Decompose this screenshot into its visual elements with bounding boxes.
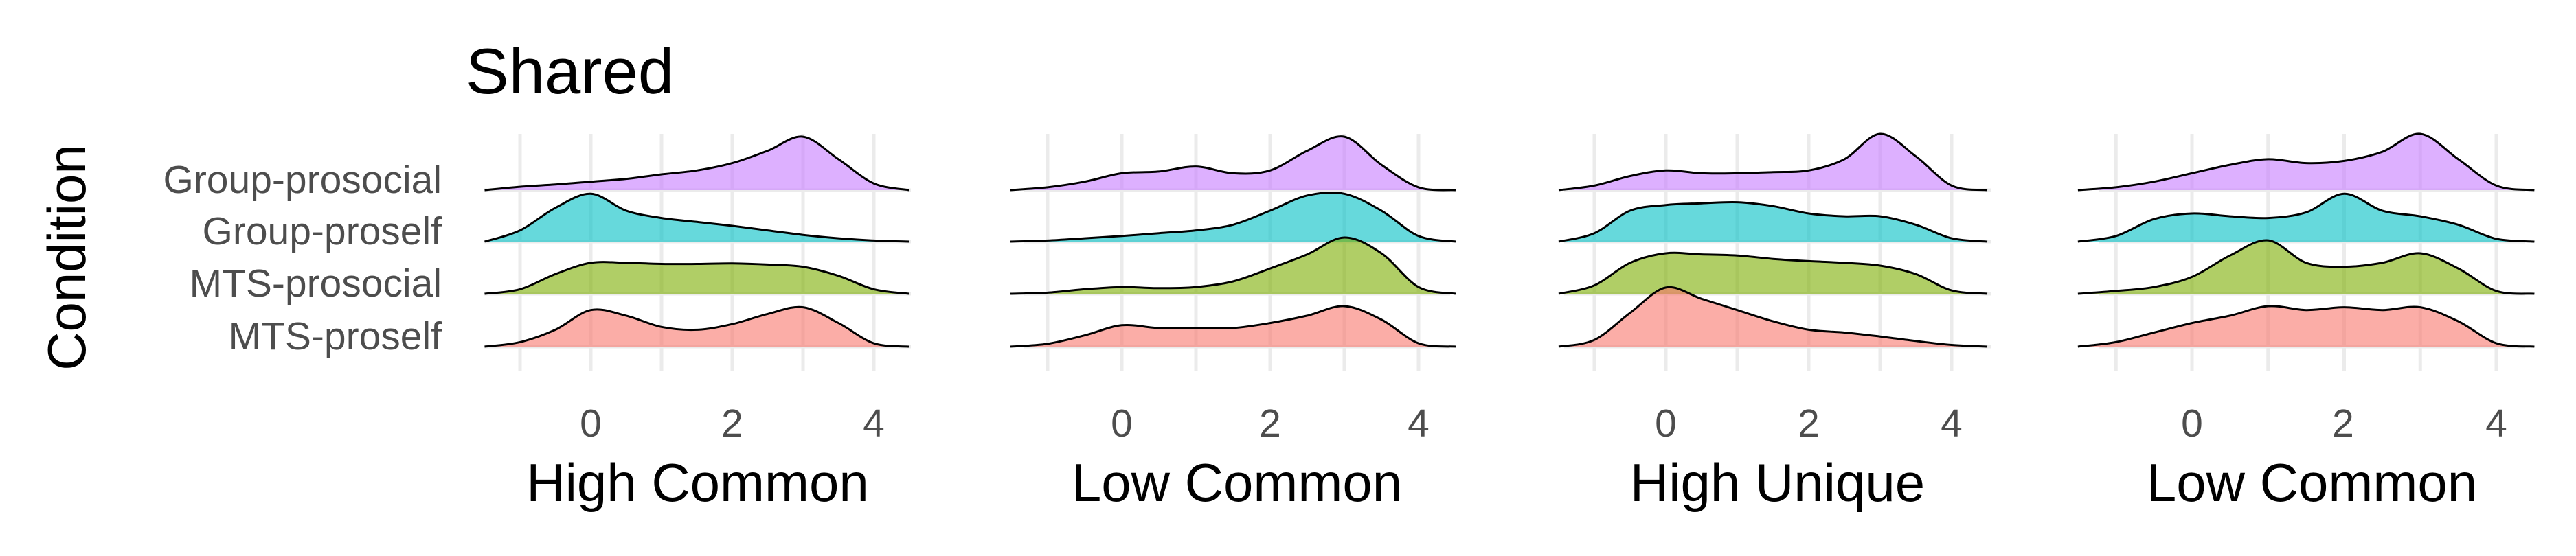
panel-x-label: Low Common — [2147, 452, 2477, 513]
x-tick-label: 0 — [1655, 402, 1677, 445]
ridge-area — [1010, 237, 1456, 294]
ridge-line — [1558, 251, 1988, 295]
x-tick-label: 0 — [2181, 402, 2203, 445]
ridge-line — [484, 305, 909, 348]
ridge-area — [2077, 194, 2535, 242]
ridge-line — [1558, 132, 1988, 192]
ridge-line — [2077, 239, 2535, 295]
panel: 0 2 4 High Unique — [1558, 132, 1991, 513]
ridge-line — [1010, 305, 1456, 348]
ridge-area — [484, 262, 909, 294]
x-tick-label: 4 — [863, 402, 885, 445]
x-tick-label: 4 — [2485, 402, 2507, 445]
panel: 0 2 4 High Common — [484, 134, 911, 513]
ridge-line — [1010, 135, 1456, 192]
panel-x-label: Low Common — [1072, 452, 1402, 513]
x-tick-label: 2 — [2332, 402, 2354, 445]
ridge-area — [1010, 305, 1456, 347]
row-label: Group-proself — [203, 209, 442, 253]
y-axis-label: Condition — [36, 144, 97, 371]
ridge-line — [1010, 236, 1456, 295]
x-tick-label: 2 — [1798, 402, 1820, 445]
panel-x-label: High Common — [526, 452, 869, 513]
ridge-area — [1559, 287, 1987, 347]
row-label: MTS-proself — [229, 314, 442, 358]
ridge-area — [1559, 202, 1987, 242]
ridge-area — [484, 136, 909, 190]
x-tick-label: 2 — [1259, 402, 1281, 445]
row-labels: Group-prosocial Group-proself MTS-prosocia… — [163, 158, 442, 358]
ridge-area — [484, 194, 909, 242]
ridge-line — [2077, 305, 2535, 348]
ridge-area — [1559, 253, 1987, 294]
x-tick-label: 4 — [1408, 402, 1430, 445]
x-tick-label: 0 — [1111, 402, 1133, 445]
ridge-area — [484, 307, 909, 347]
ridge-line — [2077, 132, 2535, 192]
ridge-area — [1559, 133, 1987, 190]
ridge-area — [1010, 136, 1456, 191]
row-label: MTS-prosocial — [190, 262, 442, 305]
ridge-line — [1558, 286, 1988, 348]
x-tick-label: 4 — [1941, 402, 1963, 445]
ridge-line — [484, 135, 909, 192]
ridge-area — [2077, 133, 2535, 190]
x-tick-label: 2 — [721, 402, 743, 445]
row-label: Group-prosocial — [163, 158, 442, 202]
ridge-line — [1010, 191, 1456, 243]
ridge-line — [2077, 192, 2535, 243]
x-tick-label: 0 — [580, 402, 602, 445]
ridge-area — [2077, 240, 2535, 294]
chart-title: Shared — [466, 35, 674, 107]
ridge-line — [1558, 200, 1988, 243]
ridge-line — [484, 192, 909, 243]
panel-x-label: High Unique — [1630, 452, 1925, 513]
ridge-area — [1010, 192, 1456, 242]
ridge-line — [484, 261, 909, 295]
ridge-area — [2077, 305, 2535, 347]
